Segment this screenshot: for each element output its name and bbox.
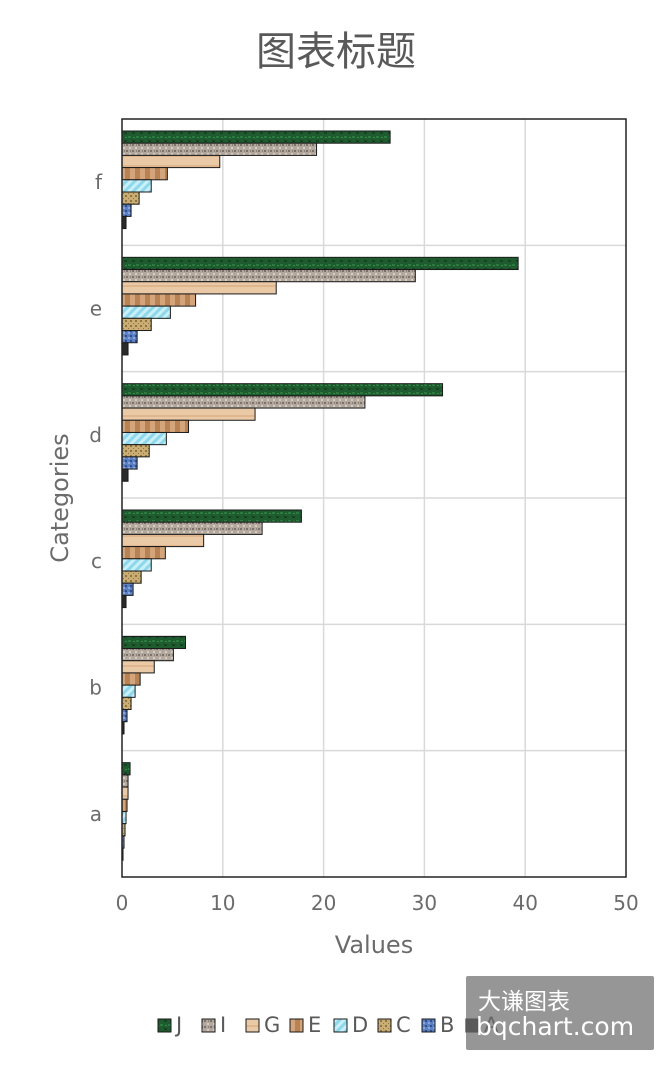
legend-label-E: E	[308, 1013, 321, 1037]
legend-swatch-E	[289, 1018, 304, 1033]
bar-b-G	[121, 660, 155, 674]
bar-f-G	[121, 154, 221, 169]
x-axis-ticks: 0 10 20 30 40 50	[116, 891, 639, 915]
y-tick-b: b	[89, 676, 102, 700]
y-tick-d: d	[89, 423, 102, 447]
bar-e-E	[121, 293, 197, 307]
bar-f-J	[121, 130, 391, 144]
bar-f-D	[121, 179, 152, 193]
x-tick-10: 10	[210, 891, 235, 915]
x-axis-label: Values	[335, 931, 413, 959]
bar-b-B	[121, 709, 128, 723]
bar-c-D	[121, 558, 152, 572]
legend-label-C: C	[396, 1013, 411, 1037]
x-tick-40: 40	[512, 891, 537, 915]
bars	[121, 130, 519, 861]
bar-c-C	[121, 570, 142, 584]
bar-f-B	[121, 203, 132, 217]
y-tick-c: c	[91, 549, 102, 573]
bar-e-B	[121, 330, 138, 344]
bar-c-E	[121, 546, 166, 560]
legend-swatch-D	[333, 1018, 348, 1033]
x-tick-50: 50	[613, 891, 638, 915]
bar-c-I	[121, 521, 263, 535]
bar-d-C	[121, 444, 150, 458]
legend-label-D: D	[352, 1013, 368, 1037]
bar-c-J	[121, 509, 302, 523]
legend-label-G: G	[264, 1013, 280, 1037]
bar-f-I	[121, 142, 318, 156]
legend-swatch-J	[157, 1018, 172, 1033]
legend: JIGEDCBA	[157, 1013, 499, 1037]
bar-e-A	[121, 342, 129, 356]
bar-d-G	[121, 407, 256, 421]
bar-e-D	[121, 305, 171, 319]
bar-b-J	[121, 635, 187, 650]
bar-d-J	[121, 383, 444, 397]
bar-b-C	[121, 696, 132, 711]
bar-b-D	[121, 684, 136, 698]
y-tick-a: a	[90, 802, 102, 826]
bar-a-G	[121, 786, 129, 800]
bar-e-I	[121, 269, 416, 283]
bar-f-E	[121, 167, 168, 181]
bar-d-D	[121, 431, 167, 446]
legend-label-J: J	[174, 1013, 182, 1037]
legend-swatch-G	[245, 1018, 260, 1033]
bar-f-C	[121, 191, 140, 205]
x-tick-20: 20	[311, 891, 336, 915]
legend-swatch-C	[377, 1018, 392, 1033]
x-tick-0: 0	[116, 891, 129, 915]
y-tick-e: e	[90, 297, 102, 321]
bar-a-J	[121, 762, 131, 776]
chart-title: 图表标题	[256, 29, 416, 75]
bar-c-G	[121, 533, 205, 548]
bar-a-I	[121, 774, 129, 788]
bar-d-I	[121, 395, 366, 409]
bar-a-E	[121, 798, 128, 812]
bar-e-J	[121, 256, 519, 271]
y-axis-label: Categories	[46, 433, 74, 562]
bar-d-E	[121, 419, 190, 433]
plot-area-border	[121, 118, 627, 878]
gridlines	[122, 119, 626, 877]
watermark: 大谦图表 bqchart.com	[466, 976, 654, 1050]
legend-label-B: B	[440, 1013, 454, 1037]
bar-e-G	[121, 281, 277, 295]
bar-d-A	[121, 468, 129, 482]
legend-swatch-B	[421, 1018, 436, 1033]
y-axis-ticks: a b c d e f	[89, 170, 103, 826]
x-tick-30: 30	[412, 891, 437, 915]
y-tick-f: f	[95, 170, 103, 194]
watermark-url: bqchart.com	[476, 1012, 635, 1041]
bar-b-E	[121, 672, 141, 686]
legend-label-I: I	[220, 1013, 226, 1037]
watermark-title: 大谦图表	[478, 989, 570, 1015]
bar-b-I	[121, 648, 174, 662]
bar-d-B	[121, 456, 138, 470]
legend-swatch-I	[201, 1018, 216, 1033]
bar-c-B	[121, 582, 134, 596]
bar-e-C	[121, 317, 152, 332]
